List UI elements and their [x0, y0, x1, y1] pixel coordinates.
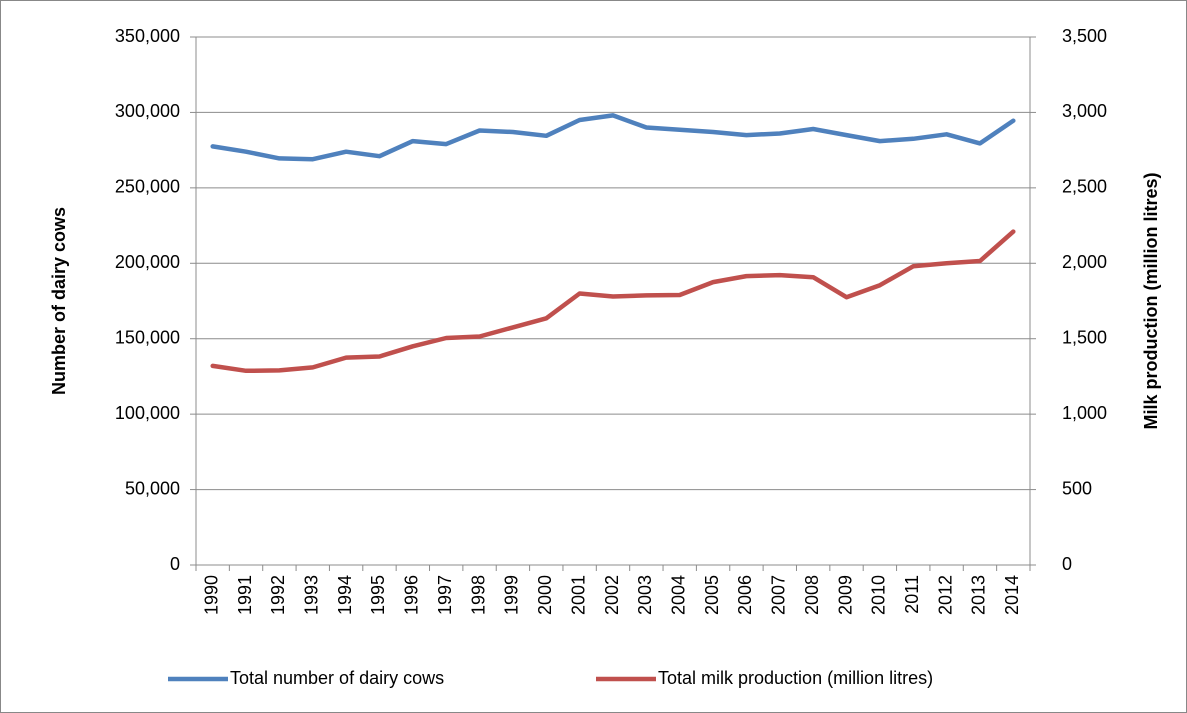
x-tick-label: 1991 — [235, 575, 255, 615]
x-tick-label: 2008 — [802, 575, 822, 615]
x-tick-label: 1992 — [268, 575, 288, 615]
y2-tick-label: 1,500 — [1062, 327, 1107, 347]
x-tick-label: 1997 — [435, 575, 455, 615]
y-tick-label: 200,000 — [115, 252, 180, 272]
x-tick-label: 1995 — [368, 575, 388, 615]
data-line — [210, 229, 1016, 374]
x-tick-label: 2001 — [568, 575, 588, 615]
x-tick-label: 1998 — [468, 575, 488, 615]
y2-tick-label: 3,000 — [1062, 101, 1107, 121]
x-tick-label: 2014 — [1002, 575, 1022, 615]
x-tick-label: 1990 — [201, 575, 221, 615]
data-line — [210, 113, 1016, 162]
x-tick-label: 2007 — [769, 575, 789, 615]
x-tick-label: 1993 — [302, 575, 322, 615]
x-tick-label: 2005 — [702, 575, 722, 615]
y-tick-label: 0 — [170, 554, 180, 574]
y-tick-label: 250,000 — [115, 177, 180, 197]
x-tick-label: 1996 — [402, 575, 422, 615]
y2-tick-label: 500 — [1062, 478, 1092, 498]
legend-label: Total milk production (million litres) — [658, 668, 933, 688]
y-tick-label: 150,000 — [115, 327, 180, 347]
y2-tick-label: 1,000 — [1062, 403, 1107, 423]
x-tick-label: 1994 — [335, 575, 355, 615]
x-tick-label: 2003 — [635, 575, 655, 615]
y-tick-label: 50,000 — [125, 478, 180, 498]
y-tick-label: 100,000 — [115, 403, 180, 423]
y2-tick-label: 2,000 — [1062, 252, 1107, 272]
y-axis-title: Number of dairy cows — [49, 207, 69, 395]
x-tick-label: 2011 — [902, 575, 922, 614]
legend-label: Total number of dairy cows — [230, 668, 444, 688]
y2-tick-label: 2,500 — [1062, 177, 1107, 197]
y2-tick-label: 0 — [1062, 554, 1072, 574]
x-tick-label: 2010 — [869, 575, 889, 615]
x-tick-label: 1999 — [502, 575, 522, 615]
x-tick-label: 2006 — [735, 575, 755, 615]
y-tick-label: 350,000 — [115, 26, 180, 46]
x-tick-label: 2000 — [535, 575, 555, 615]
y-tick-label: 300,000 — [115, 101, 180, 121]
x-tick-label: 2013 — [969, 575, 989, 615]
x-tick-label: 2009 — [835, 575, 855, 615]
x-tick-label: 2004 — [668, 575, 688, 615]
y2-axis-title: Milk production (million litres) — [1141, 172, 1161, 429]
y2-tick-label: 3,500 — [1062, 26, 1107, 46]
x-tick-label: 2012 — [935, 575, 955, 615]
x-tick-label: 2002 — [602, 575, 622, 615]
